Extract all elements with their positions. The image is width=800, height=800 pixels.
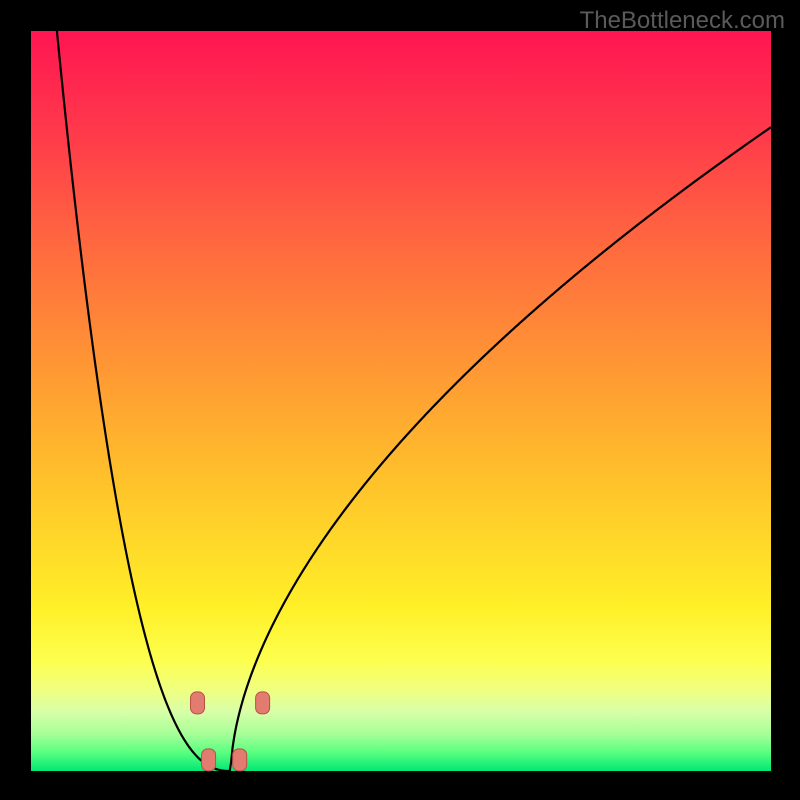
curve-marker-1	[202, 749, 216, 771]
curve-marker-0	[191, 692, 205, 714]
curve-marker-2	[233, 749, 247, 771]
chart-frame: TheBottleneck.com	[0, 0, 800, 800]
plot-gradient-bg	[31, 31, 771, 771]
bottleneck-curve-chart	[1, 1, 800, 800]
watermark-text: TheBottleneck.com	[580, 7, 785, 35]
curve-marker-3	[256, 692, 270, 714]
